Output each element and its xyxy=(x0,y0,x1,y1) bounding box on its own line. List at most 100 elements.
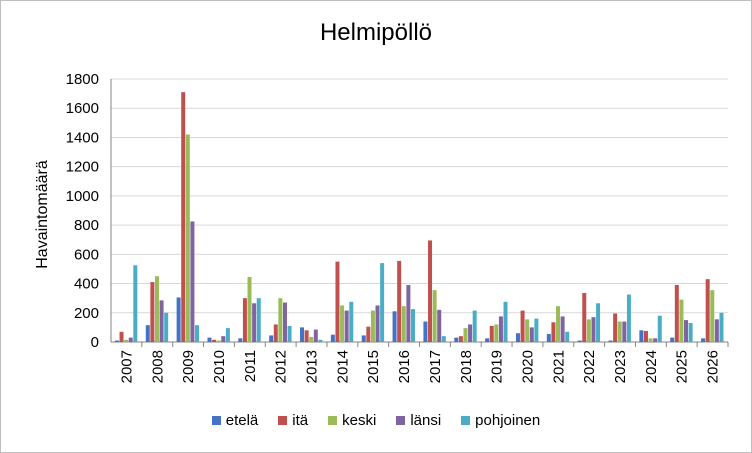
bar xyxy=(591,317,596,342)
bar xyxy=(133,265,138,342)
bar xyxy=(626,294,631,342)
bar xyxy=(221,336,226,342)
bar xyxy=(596,303,601,342)
x-tick-label: 2024 xyxy=(643,350,660,383)
bar xyxy=(560,316,565,342)
bar xyxy=(608,340,613,342)
x-tick-label: 2014 xyxy=(334,350,351,383)
bar xyxy=(181,92,186,343)
bar xyxy=(556,306,561,342)
legend-swatch xyxy=(396,416,406,425)
x-tick-label: 2019 xyxy=(489,350,506,383)
bar xyxy=(114,340,119,342)
bar xyxy=(335,261,340,342)
y-tick-label: 400 xyxy=(74,276,99,293)
bar xyxy=(370,310,375,342)
bar xyxy=(313,329,318,342)
bar xyxy=(124,339,129,342)
bar xyxy=(256,298,261,342)
x-tick-label: 2018 xyxy=(458,350,475,383)
x-tick-label: 2012 xyxy=(273,350,290,383)
bar xyxy=(318,339,323,342)
bar xyxy=(190,221,195,342)
bar xyxy=(195,325,200,342)
bar xyxy=(216,340,221,342)
bar xyxy=(145,325,150,342)
bar xyxy=(423,321,428,342)
bar xyxy=(525,319,530,342)
bar xyxy=(529,327,534,342)
bar xyxy=(340,305,345,342)
x-tick-label: 2015 xyxy=(365,350,382,383)
x-tick-label: 2010 xyxy=(211,350,228,383)
x-tick-label: 2011 xyxy=(242,350,259,382)
bar xyxy=(714,319,719,342)
legend-label: pohjoinen xyxy=(475,412,541,429)
bar xyxy=(207,337,212,342)
x-tick-label: 2007 xyxy=(118,350,135,383)
legend-swatch xyxy=(211,416,221,425)
bar xyxy=(119,331,124,342)
legend-label: keski xyxy=(342,412,377,429)
bar xyxy=(366,326,371,342)
bar xyxy=(458,336,463,342)
bar xyxy=(582,293,587,342)
bar xyxy=(472,310,477,342)
bar xyxy=(670,337,675,342)
y-tick-label: 1800 xyxy=(66,71,99,88)
bar xyxy=(349,301,354,342)
bar xyxy=(485,338,490,342)
bar xyxy=(657,315,662,342)
y-tick-label: 800 xyxy=(74,217,99,234)
bar xyxy=(684,320,689,342)
legend-item: itä xyxy=(278,412,308,429)
bar xyxy=(128,337,133,342)
bar xyxy=(494,324,499,342)
bar xyxy=(212,339,217,342)
x-tick-label: 2022 xyxy=(581,350,598,383)
legend-item: keski xyxy=(328,412,376,429)
x-tick-label: 2025 xyxy=(674,350,691,383)
bar xyxy=(489,325,494,342)
y-tick-label: 1400 xyxy=(66,129,99,146)
x-tick-label: 2021 xyxy=(550,350,567,383)
bar xyxy=(454,337,459,342)
x-tick-label: 2026 xyxy=(705,350,722,383)
y-tick-label: 0 xyxy=(91,334,99,351)
chart-title: Helmipöllö xyxy=(319,19,433,46)
bar xyxy=(705,279,710,342)
bar xyxy=(441,336,446,342)
bar xyxy=(309,336,314,342)
x-tick-label: 2008 xyxy=(149,350,166,383)
bar xyxy=(622,321,627,342)
bar xyxy=(498,316,503,342)
y-tick-label: 1600 xyxy=(66,100,99,117)
legend-item: etelä xyxy=(211,412,259,429)
y-tick-label: 1200 xyxy=(66,159,99,176)
bar xyxy=(164,312,169,342)
legend-swatch xyxy=(328,416,338,425)
bar xyxy=(380,263,385,342)
bar xyxy=(679,299,684,342)
bar xyxy=(577,340,582,342)
bar xyxy=(437,309,442,342)
bar xyxy=(546,333,551,342)
legend-label: etelä xyxy=(225,412,259,429)
bar xyxy=(710,290,715,342)
x-tick-label: 2016 xyxy=(396,350,413,383)
bar xyxy=(613,313,618,342)
bar xyxy=(247,276,252,342)
bar xyxy=(392,311,397,342)
chart-legend: etelä itä keski länsi pohjoinen xyxy=(1,412,751,429)
x-tick-label: 2023 xyxy=(612,350,629,383)
bar xyxy=(410,309,415,342)
bar xyxy=(688,323,693,342)
bar xyxy=(428,240,433,342)
bar xyxy=(361,335,366,342)
bar xyxy=(269,335,274,342)
x-tick-label: 2017 xyxy=(427,350,444,383)
bar xyxy=(238,338,243,342)
bar xyxy=(719,312,724,342)
